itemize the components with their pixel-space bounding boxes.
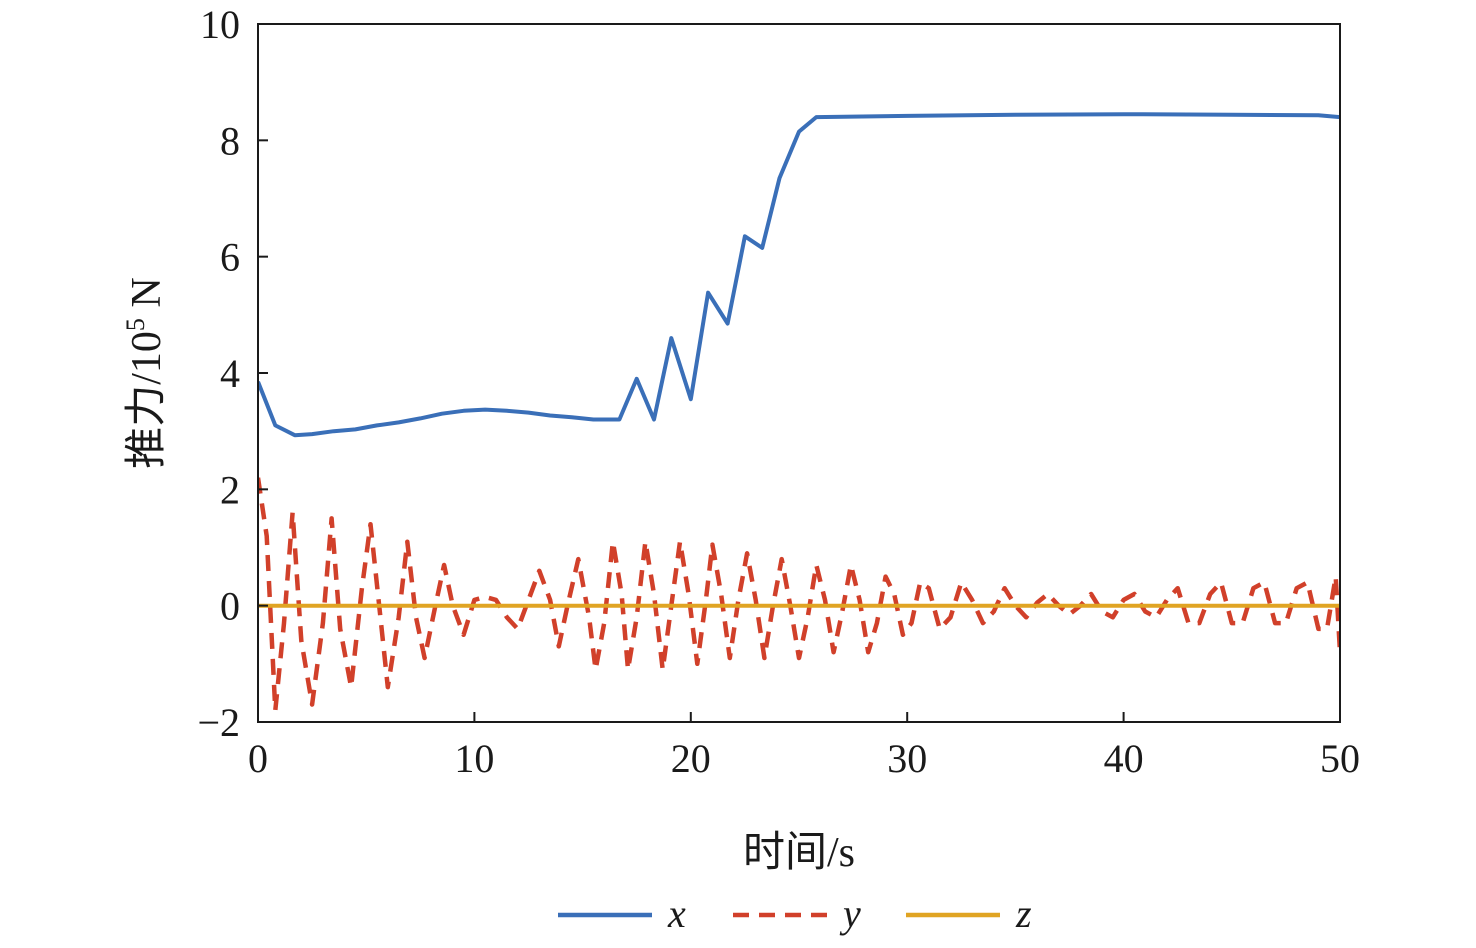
y-tick-label: 4 xyxy=(220,351,240,396)
y-axis-label-exponent: 5 xyxy=(121,318,150,331)
series-line-x xyxy=(258,112,1340,438)
legend-label-x: x xyxy=(667,891,686,936)
y-axis-label: 推力/105 N xyxy=(121,277,170,469)
y-tick-label: 6 xyxy=(220,235,240,280)
legend-label-z: z xyxy=(1015,891,1032,936)
legend: x y z xyxy=(558,891,1032,936)
y-axis-label-main: 推力/10 xyxy=(124,331,170,469)
y-tick-label: 0 xyxy=(220,584,240,629)
y-axis-label-unit: N xyxy=(124,277,170,318)
y-tick-label: 8 xyxy=(220,118,240,163)
x-tick-label: 30 xyxy=(887,736,927,781)
x-axis-label: 时间/s xyxy=(743,830,855,876)
x-tick-label: 0 xyxy=(248,736,268,781)
x-tick-label: 50 xyxy=(1320,736,1360,781)
y-tick-label: −2 xyxy=(197,700,240,745)
x-tick-label: 10 xyxy=(454,736,494,781)
plot-frame xyxy=(257,23,1341,723)
x-tick-label: 20 xyxy=(671,736,711,781)
legend-label-y: y xyxy=(839,891,861,936)
x-tick-label: 40 xyxy=(1104,736,1144,781)
y-tick-label: 2 xyxy=(220,467,240,512)
series-line-y xyxy=(258,477,1340,713)
y-tick-label: 10 xyxy=(200,2,240,47)
